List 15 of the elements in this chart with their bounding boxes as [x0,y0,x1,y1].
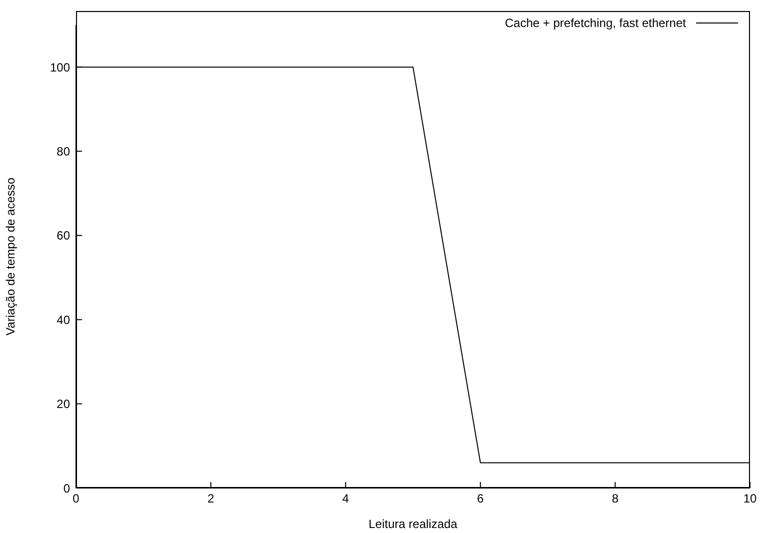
y-tick-label: 60 [56,228,70,243]
x-tick-label: 2 [207,492,214,506]
y-tick-label: 40 [56,312,70,327]
x-tick-label: 6 [477,492,484,506]
y-tick-label: 100 [50,60,70,74]
legend-label: Cache + prefetching, fast ethernet [504,16,686,30]
y-tick-label: 20 [56,397,70,412]
x-tick-label: 8 [612,492,619,506]
y-axis-title: Variação de tempo de acesso [3,177,18,336]
x-axis-title: Leitura realizada [368,517,458,531]
y-tick-label: 80 [56,144,70,159]
y-tick-label: 0 [63,481,70,496]
x-tick-label: 10 [743,492,757,506]
x-tick-label: 0 [72,492,80,506]
x-tick-label: 4 [342,492,350,506]
